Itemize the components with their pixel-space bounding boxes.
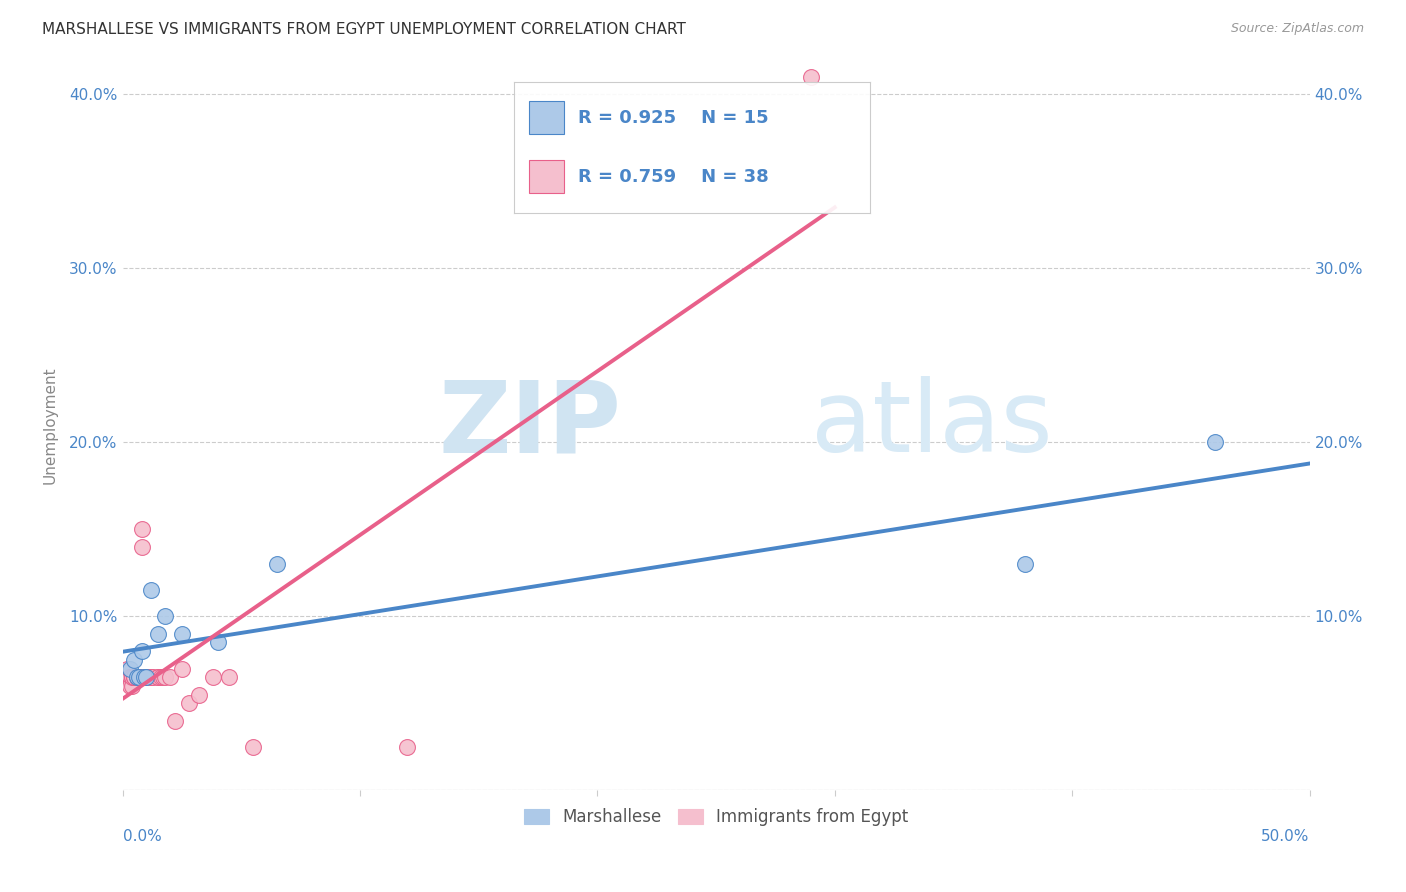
Point xyxy=(128,670,150,684)
Point xyxy=(177,697,200,711)
Text: ZIP: ZIP xyxy=(439,376,621,474)
Point xyxy=(170,626,193,640)
Point xyxy=(148,670,170,684)
Point xyxy=(131,540,153,554)
Point xyxy=(121,679,143,693)
Point xyxy=(118,670,141,684)
Point xyxy=(124,653,146,667)
Point xyxy=(148,670,170,684)
Point xyxy=(132,670,155,684)
Point xyxy=(139,670,162,684)
Point xyxy=(124,670,146,684)
Text: atlas: atlas xyxy=(811,376,1053,474)
Y-axis label: Unemployment: Unemployment xyxy=(44,366,58,483)
Point xyxy=(118,670,141,684)
Point xyxy=(163,714,186,728)
Text: 0.0%: 0.0% xyxy=(122,829,162,844)
Point xyxy=(242,739,264,754)
Point xyxy=(152,670,174,684)
Point xyxy=(121,670,143,684)
Text: MARSHALLESE VS IMMIGRANTS FROM EGYPT UNEMPLOYMENT CORRELATION CHART: MARSHALLESE VS IMMIGRANTS FROM EGYPT UNE… xyxy=(42,22,686,37)
Text: Source: ZipAtlas.com: Source: ZipAtlas.com xyxy=(1230,22,1364,36)
Point xyxy=(155,670,177,684)
Point xyxy=(118,679,141,693)
Point xyxy=(159,670,181,684)
Point xyxy=(114,670,136,684)
Point xyxy=(124,670,146,684)
Point xyxy=(396,739,419,754)
Point xyxy=(121,670,143,684)
Point xyxy=(142,670,165,684)
Point xyxy=(207,635,229,649)
Point xyxy=(800,70,823,84)
Legend: Marshallese, Immigrants from Egypt: Marshallese, Immigrants from Egypt xyxy=(517,802,915,833)
Point xyxy=(117,670,139,684)
Point xyxy=(187,688,209,702)
Point xyxy=(266,557,288,571)
Point xyxy=(135,670,157,684)
Point xyxy=(125,670,148,684)
Point xyxy=(131,522,153,536)
Point xyxy=(125,670,148,684)
Point xyxy=(201,670,224,684)
Point xyxy=(125,670,148,684)
Point xyxy=(131,644,153,658)
Point xyxy=(139,583,162,598)
Point xyxy=(135,670,157,684)
Point xyxy=(138,670,160,684)
Point xyxy=(132,670,155,684)
Point xyxy=(155,609,177,624)
Point xyxy=(118,661,141,675)
Point xyxy=(128,670,150,684)
Text: 50.0%: 50.0% xyxy=(1261,829,1309,844)
Point xyxy=(1014,557,1036,571)
Point xyxy=(170,661,193,675)
Point xyxy=(148,626,170,640)
Point xyxy=(135,670,157,684)
Point xyxy=(149,670,172,684)
Point xyxy=(1204,435,1226,450)
Point xyxy=(218,670,240,684)
Point xyxy=(128,670,150,684)
Point xyxy=(117,661,139,675)
